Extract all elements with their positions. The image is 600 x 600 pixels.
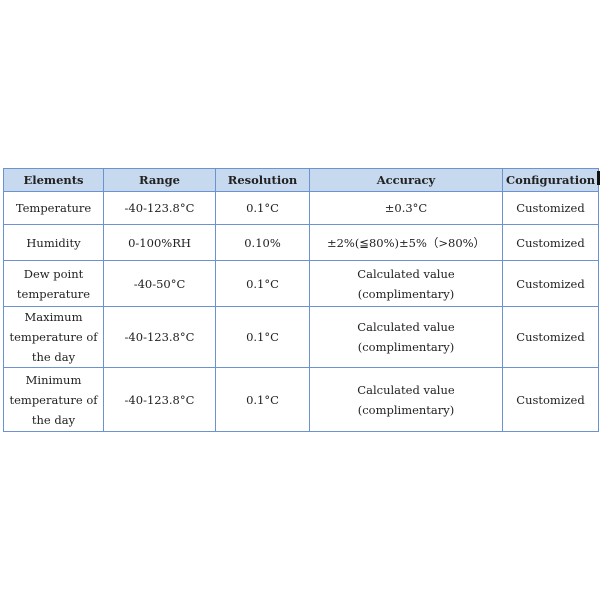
spec-table: Elements Range Resolution Accuracy Confi…	[3, 168, 599, 432]
table-row: Minimum temperature of the day -40-123.8°…	[3, 367, 599, 432]
edge-mark	[597, 171, 600, 185]
table-cell: Minimum temperature of the day	[3, 367, 104, 432]
table-cell: -40-123.8°C	[103, 306, 216, 368]
table-cell: Calculated value (complimentary)	[309, 260, 503, 307]
table-row: Maximum temperature of the day -40-123.8°…	[3, 306, 599, 368]
table-cell: Temperature	[3, 191, 104, 225]
table-cell: 0.1°C	[215, 260, 310, 307]
table-cell: Customized	[502, 224, 599, 261]
header-cell: Resolution	[215, 168, 310, 192]
table-cell: 0.10%	[215, 224, 310, 261]
table-row: Temperature -40-123.8°C 0.1°C ±0.3°C Customi…	[3, 191, 599, 225]
table-cell: Maximum temperature of the day	[3, 306, 104, 368]
table-cell: ±0.3°C	[309, 191, 503, 225]
table-cell: -40-50°C	[103, 260, 216, 307]
table-row: Dew point temperature -40-50°C 0.1°C Calcul…	[3, 260, 599, 307]
table-cell: Humidity	[3, 224, 104, 261]
table-cell: ±2%(≦80%)±5%（>80%）	[309, 224, 503, 261]
table-cell: -40-123.8°C	[103, 191, 216, 225]
table-cell: Customized	[502, 191, 599, 225]
header-row: Elements Range Resolution Accuracy Confi…	[3, 168, 599, 192]
header-cell: Accuracy	[309, 168, 503, 192]
table-cell: -40-123.8°C	[103, 367, 216, 432]
table-cell: Customized	[502, 306, 599, 368]
table-row: Humidity 0-100%RH 0.10% ±2%(≦80%)±5%（>80%） C…	[3, 224, 599, 261]
table-cell: 0-100%RH	[103, 224, 216, 261]
header-cell: Range	[103, 168, 216, 192]
table-cell: Calculated value (complimentary)	[309, 367, 503, 432]
table-cell: Dew point temperature	[3, 260, 104, 307]
table-cell: 0.1°C	[215, 306, 310, 368]
table-cell: 0.1°C	[215, 367, 310, 432]
header-cell: Elements	[3, 168, 104, 192]
table-cell: Calculated value (complimentary)	[309, 306, 503, 368]
table-cell: Customized	[502, 260, 599, 307]
table-cell: Customized	[502, 367, 599, 432]
header-cell: Configuration	[502, 168, 599, 192]
table-cell: 0.1°C	[215, 191, 310, 225]
